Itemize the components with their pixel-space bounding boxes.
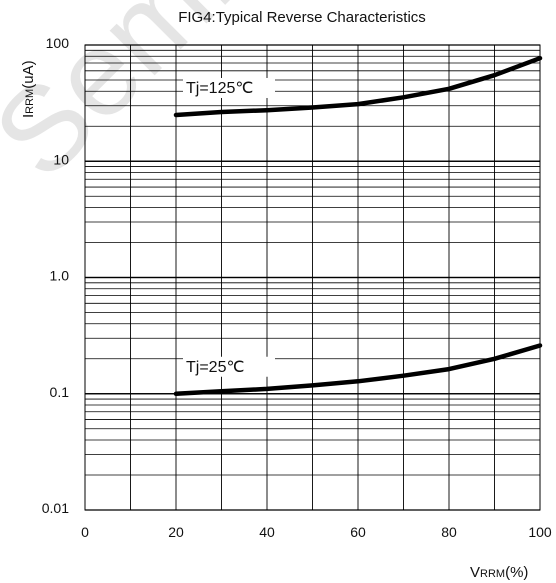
x-tick-label: 100 (528, 524, 552, 540)
series-labels: Tj=125℃ Tj=25℃ (183, 77, 275, 377)
y-tick-label: 1.0 (50, 268, 70, 284)
series-label-bg (183, 356, 275, 377)
x-tick-label: 40 (259, 524, 275, 540)
series-line (173, 55, 543, 118)
y-tick-label: 10 (53, 151, 69, 167)
y-axis-label: IRRM(uA) (20, 60, 37, 118)
y-axis-label-main: I (20, 114, 37, 118)
x-axis-label-sub: RRM (480, 568, 505, 580)
x-axis-label-main: V (470, 564, 480, 581)
x-tick-label: 80 (441, 524, 457, 540)
series-line (173, 343, 543, 397)
y-tick-label: 0.1 (50, 384, 70, 400)
series-label: Tj=25℃ (186, 359, 244, 376)
x-tick-label: 60 (350, 524, 366, 540)
svg-text:IRRM(uA): IRRM(uA) (20, 60, 37, 118)
series-label: Tj=125℃ (186, 80, 253, 97)
y-axis-label-unit: (uA) (20, 60, 37, 88)
x-tick-label: 0 (81, 524, 89, 540)
y-axis-label-sub: RRM (24, 89, 36, 114)
grid (84, 44, 541, 511)
series-layer (173, 55, 543, 397)
y-tick-label: 100 (46, 35, 70, 51)
series-label-bg (183, 77, 275, 98)
y-tick-label: 0.01 (42, 500, 69, 516)
x-tick-label: 20 (168, 524, 184, 540)
chart-title: FIG4:Typical Reverse Characteristics (178, 9, 426, 26)
x-axis-label: VRRM(%) (470, 564, 528, 581)
tick-labels: 0.01 0.1 1.0 10 100 0 20 40 60 80 100 (42, 35, 552, 540)
x-axis-label-unit: (%) (505, 564, 528, 581)
